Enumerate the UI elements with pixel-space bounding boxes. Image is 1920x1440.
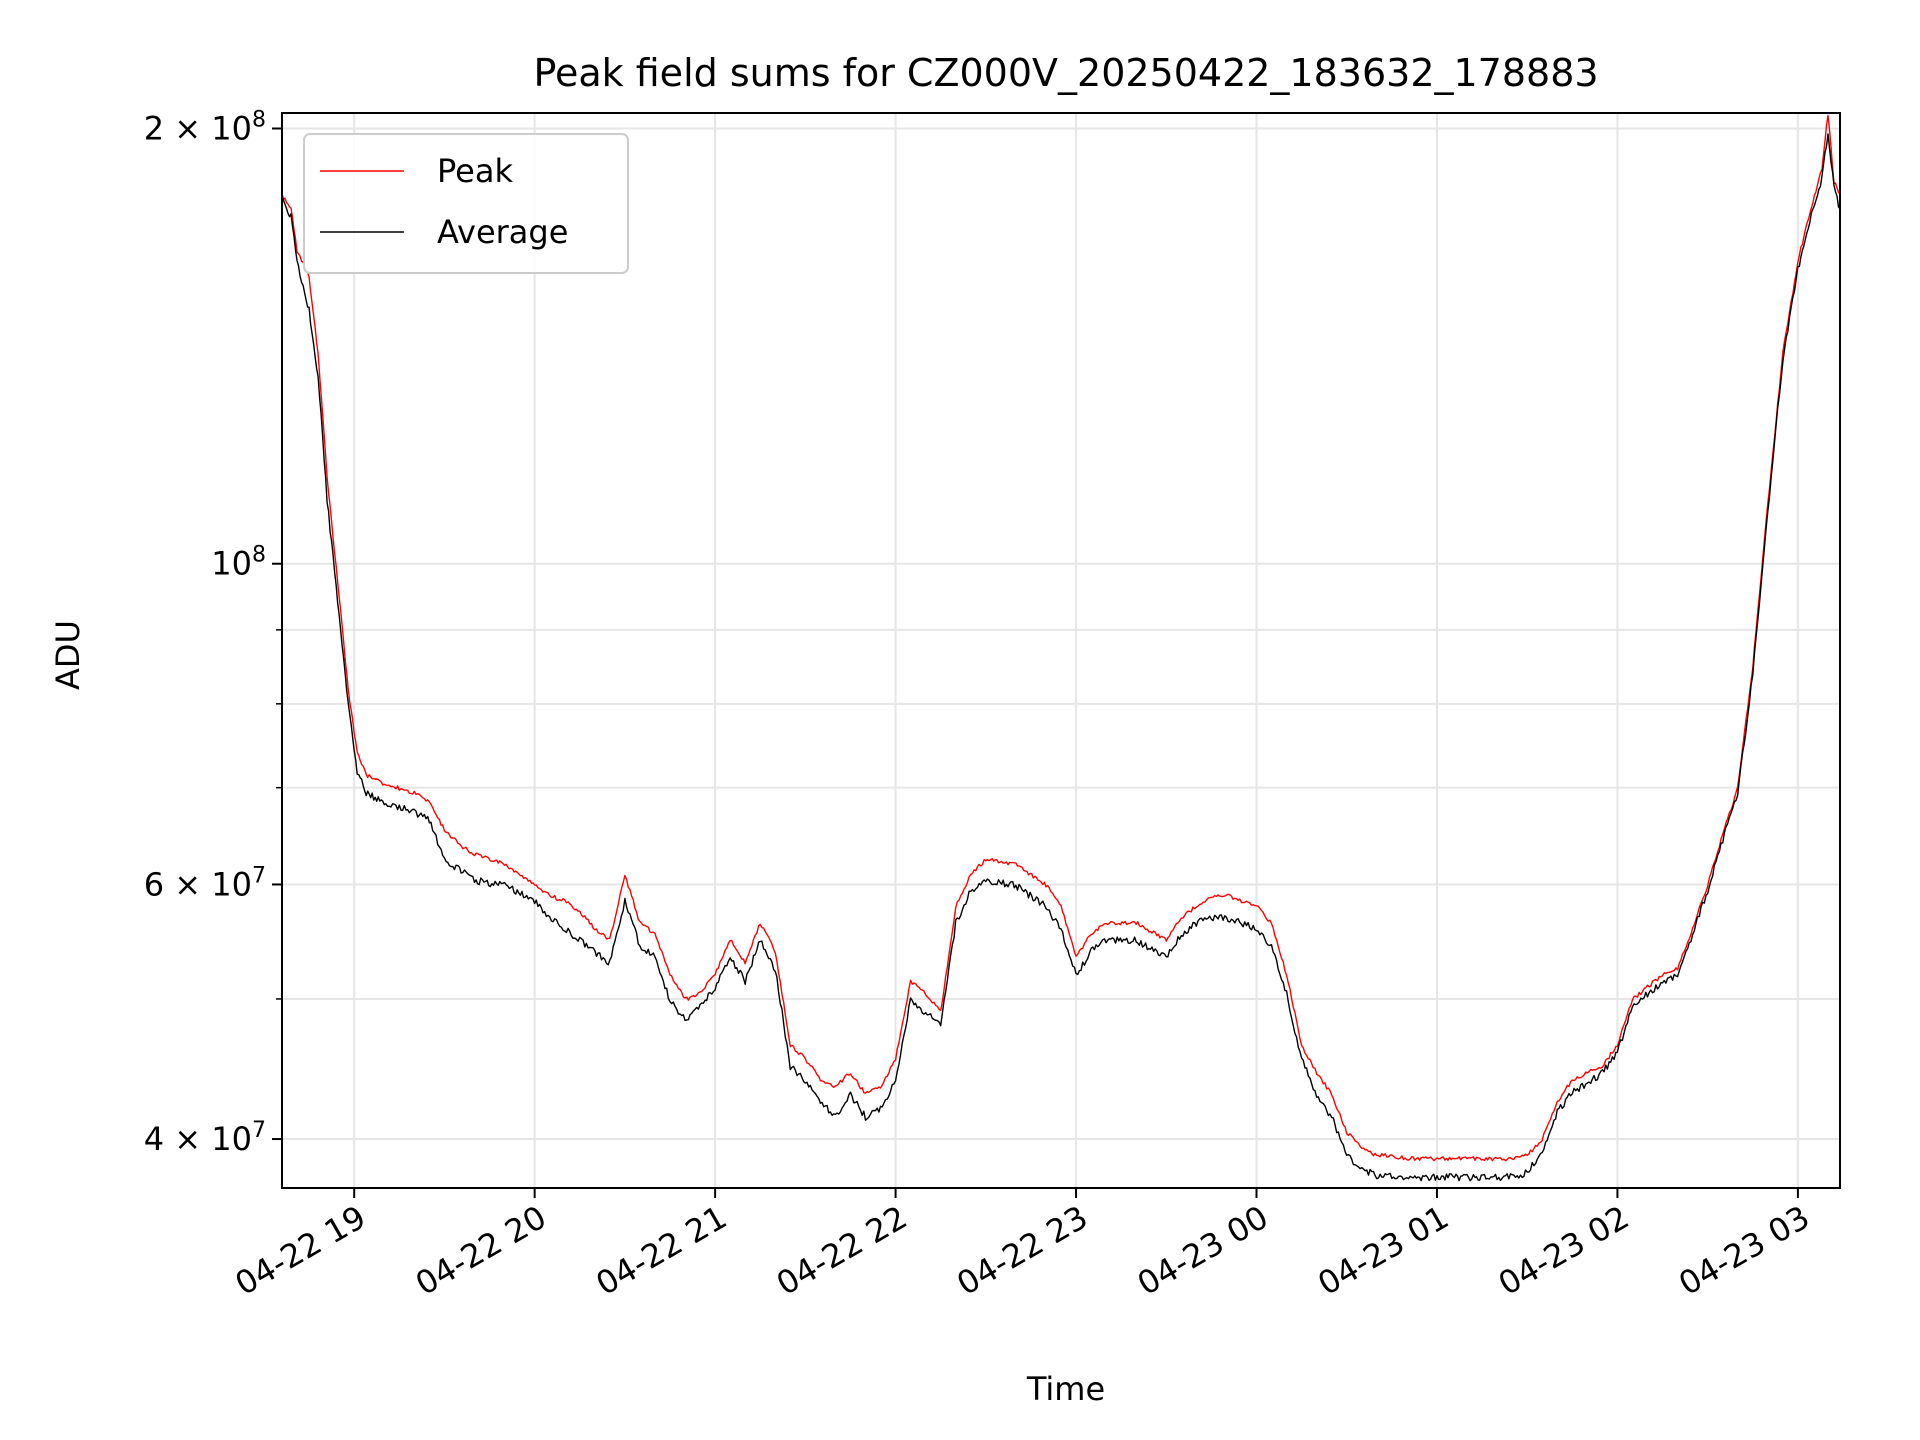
y-tick-label: 108	[211, 543, 266, 583]
y-axis-label: ADU	[49, 620, 87, 690]
series-line-average	[282, 133, 1840, 1182]
x-axis-label: Time	[1026, 1370, 1105, 1408]
legend-label-average: Average	[437, 213, 568, 251]
legend-label-peak: Peak	[437, 152, 513, 190]
y-tick-label: 2 × 108	[144, 108, 266, 148]
legend: Peak Average	[303, 133, 629, 274]
grid	[282, 113, 1840, 1188]
legend-box	[303, 133, 629, 274]
series-lines	[282, 114, 1840, 1182]
y-tick-label: 6 × 107	[144, 863, 266, 903]
chart-title: Peak field sums for CZ000V_20250422_1836…	[533, 51, 1598, 95]
series-line-peak	[282, 114, 1840, 1162]
y-tick-label: 4 × 107	[144, 1118, 266, 1158]
plot-frame	[281, 112, 1841, 1189]
